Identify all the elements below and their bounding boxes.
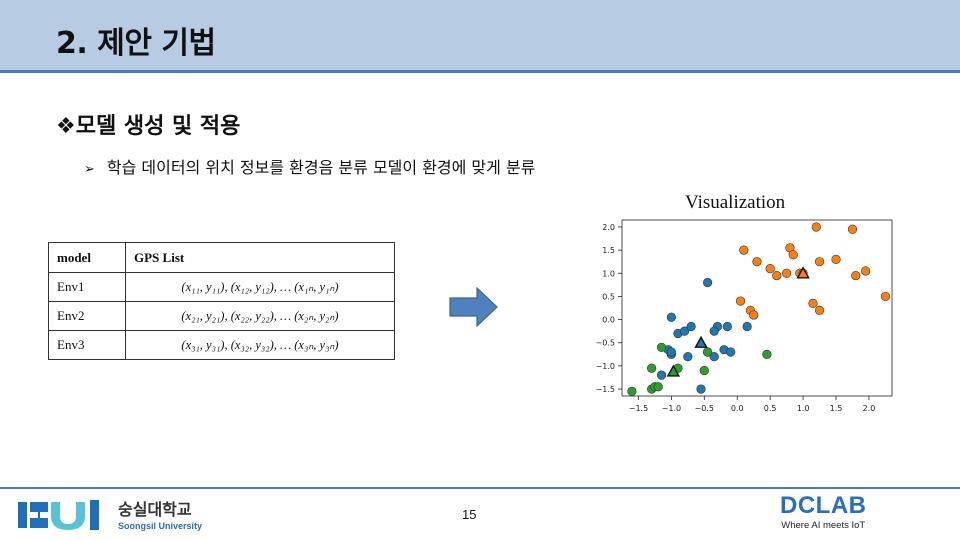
y-tick-label: 1.5 (602, 246, 615, 255)
dclab-logo-text: DCLAB (780, 492, 867, 519)
dclab-logo: DCLAB Where AI meets IoT (780, 492, 867, 532)
bullet-item: ➢ 학습 데이터의 위치 정보를 환경음 분류 모델이 환경에 맞게 분류 (84, 154, 535, 178)
data-point (880, 291, 891, 302)
centroid-marker (796, 266, 810, 279)
gps-cell: (x₁₁, y₁₁), (x₁₂, y₁₂), … (x₁ₙ, y₁ₙ) (125, 272, 395, 302)
chart-title: Visualization (685, 192, 786, 213)
x-tick-label: 1.0 (797, 404, 810, 413)
data-point (788, 250, 798, 260)
footer-divider (0, 487, 960, 489)
y-tick-label: 1.0 (602, 269, 615, 278)
y-tick-label: 0.0 (602, 316, 615, 325)
data-point (699, 365, 709, 376)
data-point (814, 305, 825, 315)
data-point (653, 382, 663, 392)
data-point (762, 349, 772, 359)
table-row: Env2 (x₂₁, y₂₁), (x₂₂, y₂₂), … (x₂ₙ, y₂ₙ… (48, 301, 395, 331)
right-arrow-icon (449, 287, 498, 327)
y-tick-label: −1.0 (596, 362, 615, 371)
data-point (847, 224, 858, 234)
data-point (647, 363, 657, 373)
data-point (735, 296, 746, 306)
dclab-tagline: Where AI meets IoT (781, 520, 866, 531)
data-point (656, 342, 667, 352)
table-row: Env1 (x₁₁, y₁₁), (x₁₂, y₁₂), … (x₁ₙ, y₁ₙ… (48, 272, 395, 302)
header-bar (0, 0, 960, 70)
data-point (722, 321, 732, 332)
bullet-text: 학습 데이터의 위치 정보를 환경음 분류 모델이 환경에 맞게 분류 (106, 158, 536, 177)
data-point (656, 370, 667, 380)
data-point (782, 268, 792, 278)
data-point (709, 326, 719, 336)
data-point (831, 254, 841, 264)
arrow-bullet-icon: ➢ (84, 162, 95, 177)
section-heading: ❖모델 생성 및 적용 (56, 114, 241, 139)
data-point (851, 270, 861, 281)
university-name-korean: 숭실대학교 (118, 500, 192, 519)
column-header-gps: GPS List (125, 242, 395, 273)
y-tick-label: −0.5 (596, 339, 615, 348)
table-header-row: model GPS List (48, 242, 395, 273)
data-point (703, 347, 713, 357)
university-name: 숭실대학교 Soongsil University (118, 496, 202, 531)
data-point (861, 266, 871, 276)
data-point (696, 384, 706, 394)
data-point (726, 347, 736, 357)
model-cell: Env2 (48, 301, 126, 331)
data-point (679, 326, 690, 336)
data-point (683, 352, 693, 362)
gps-table: model GPS List Env1 (x₁₁, y₁₁), (x₁₂, y₁… (48, 242, 395, 360)
x-tick-label: −1.0 (662, 404, 681, 413)
data-point (739, 245, 749, 255)
data-point (772, 270, 782, 281)
data-point (686, 321, 696, 332)
data-point (814, 257, 825, 267)
soongsil-university-logo-icon (18, 500, 99, 530)
page-number: 15 (462, 507, 477, 522)
centroid-marker (694, 335, 708, 348)
data-point (752, 257, 762, 267)
scatter-chart: −1.5 −1.0 −0.5 0.0 0.5 1.0 1.5 2.0 −1.5 −1.0 −0.5 0… (596, 219, 893, 413)
gps-cell: (x₂₁, y₂₁), (x₂₂, y₂₂), … (x₂ₙ, y₂ₙ) (125, 301, 395, 331)
data-point (808, 298, 818, 308)
x-tick-label: −1.5 (629, 404, 648, 413)
model-cell: Env1 (48, 272, 126, 302)
data-point (742, 321, 752, 332)
data-point (709, 352, 719, 362)
gps-cell: (x₃₁, y₃₁), (x₃₂, y₃₂), … (x₃ₙ, y₃ₙ) (125, 330, 395, 360)
university-name-english: Soongsil University (118, 521, 203, 531)
x-tick-label: 0.0 (731, 404, 744, 413)
x-tick-label: 0.5 (764, 404, 777, 413)
x-tick-label: 2.0 (863, 404, 876, 413)
y-tick-label: 2.0 (602, 223, 615, 232)
x-tick-label: 1.5 (830, 404, 843, 413)
data-point (811, 222, 821, 232)
plot-area (621, 219, 893, 397)
x-tick-label: −0.5 (695, 404, 714, 413)
page-title: 2. 제안 기법 (56, 26, 216, 61)
data-point (765, 264, 775, 274)
data-point (703, 277, 713, 288)
table-row: Env3 (x₃₁, y₃₁), (x₃₂, y₃₂), … (x₃ₙ, y₃ₙ… (48, 330, 395, 360)
data-point (666, 312, 676, 322)
data-point (627, 386, 637, 396)
y-tick-label: −1.5 (596, 385, 615, 394)
model-cell: Env3 (48, 330, 126, 360)
y-tick-label: 0.5 (602, 292, 615, 301)
data-point (749, 310, 759, 320)
centroid-marker (666, 364, 681, 377)
column-header-model: model (48, 242, 126, 273)
header-divider (0, 70, 960, 73)
data-point (666, 347, 676, 357)
